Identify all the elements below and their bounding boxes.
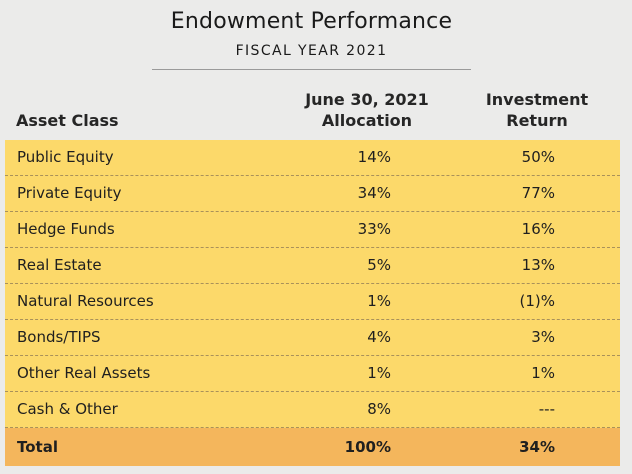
return-cell: 77% bbox=[521, 184, 555, 202]
table-header: Asset Class June 30, 2021 Allocation Inv… bbox=[0, 84, 623, 142]
allocation-cell: 1% bbox=[367, 364, 391, 382]
table-row: Bonds/TIPS 4% 3% bbox=[5, 320, 620, 356]
return-cell: 16% bbox=[521, 220, 555, 238]
asset-class-cell: Hedge Funds bbox=[17, 220, 115, 238]
allocation-cell: 14% bbox=[357, 148, 391, 166]
allocation-cell: 8% bbox=[367, 400, 391, 418]
table-row: Cash & Other 8% --- bbox=[5, 392, 620, 428]
header-allocation-line1: June 30, 2021 bbox=[305, 90, 429, 109]
chart-subtitle: FISCAL YEAR 2021 bbox=[235, 43, 388, 59]
table-row: Other Real Assets 1% 1% bbox=[5, 356, 620, 392]
return-cell: 3% bbox=[531, 328, 555, 346]
header-return-line1: Investment bbox=[485, 90, 589, 109]
return-cell: 13% bbox=[521, 256, 555, 274]
return-cell: 50% bbox=[521, 148, 555, 166]
return-cell: --- bbox=[538, 400, 555, 418]
table-row: Real Estate 5% 13% bbox=[5, 248, 620, 284]
asset-class-cell: Real Estate bbox=[17, 256, 102, 274]
asset-class-cell: Private Equity bbox=[17, 184, 122, 202]
performance-table: Public Equity 14% 50% Private Equity 34%… bbox=[5, 140, 620, 466]
header-return-line2: Return bbox=[506, 111, 568, 130]
asset-class-cell: Other Real Assets bbox=[17, 364, 151, 382]
header-asset-class: Asset Class bbox=[16, 111, 119, 130]
asset-class-cell: Cash & Other bbox=[17, 400, 118, 418]
return-cell: 1% bbox=[531, 364, 555, 382]
table-row: Natural Resources 1% (1)% bbox=[5, 284, 620, 320]
total-allocation: 100% bbox=[344, 438, 391, 456]
table-row: Public Equity 14% 50% bbox=[5, 140, 620, 176]
chart-title: Endowment Performance bbox=[170, 9, 453, 34]
allocation-cell: 5% bbox=[367, 256, 391, 274]
allocation-cell: 1% bbox=[367, 292, 391, 310]
total-label: Total bbox=[17, 438, 58, 456]
title-divider bbox=[152, 69, 471, 70]
header-allocation-line2: Allocation bbox=[321, 111, 413, 130]
return-cell: (1)% bbox=[519, 292, 555, 310]
allocation-cell: 34% bbox=[357, 184, 391, 202]
table-row: Private Equity 34% 77% bbox=[5, 176, 620, 212]
header-allocation: June 30, 2021 Allocation bbox=[282, 89, 452, 131]
total-return: 34% bbox=[519, 438, 555, 456]
table-row: Hedge Funds 33% 16% bbox=[5, 212, 620, 248]
asset-class-cell: Bonds/TIPS bbox=[17, 328, 101, 346]
header-return: Investment Return bbox=[462, 89, 612, 131]
total-row: Total 100% 34% bbox=[5, 428, 620, 466]
allocation-cell: 33% bbox=[357, 220, 391, 238]
allocation-cell: 4% bbox=[367, 328, 391, 346]
asset-class-cell: Natural Resources bbox=[17, 292, 154, 310]
asset-class-cell: Public Equity bbox=[17, 148, 114, 166]
